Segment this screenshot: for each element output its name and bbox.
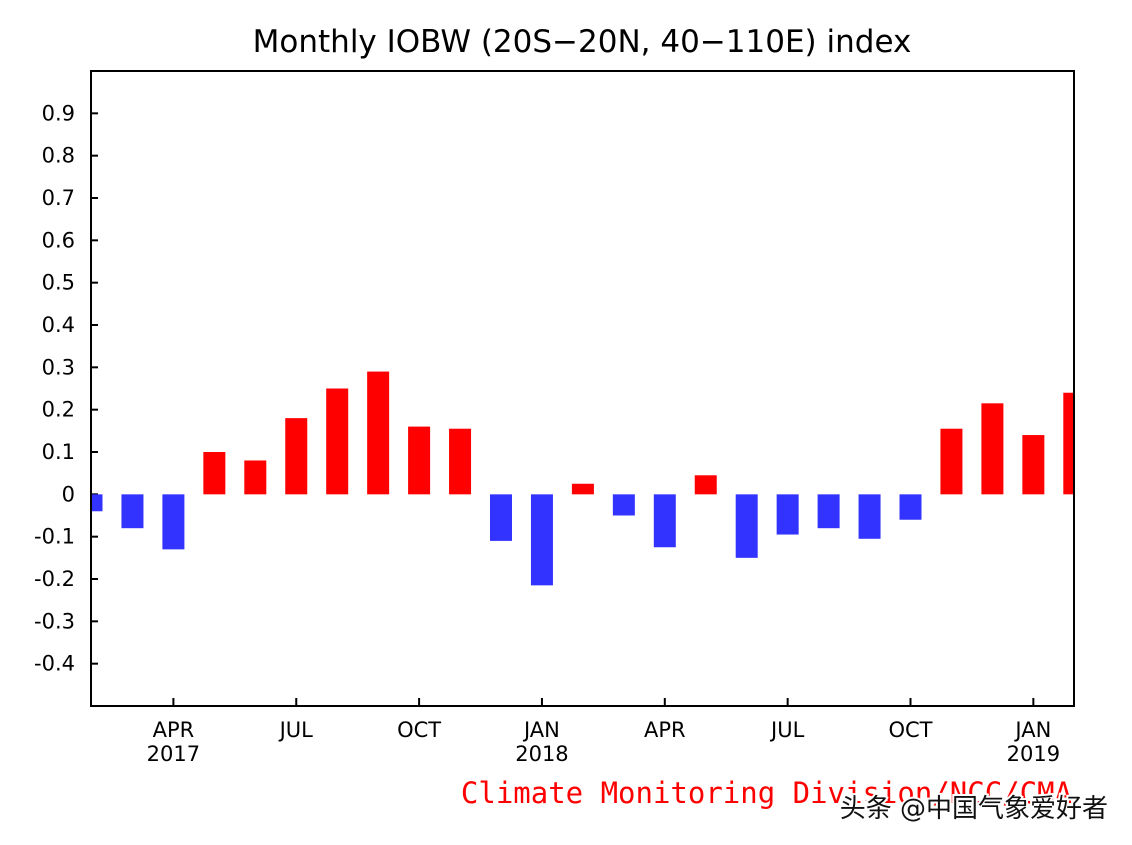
x-tick-month-label: OCT — [888, 718, 932, 742]
plot-frame — [90, 70, 1075, 707]
bar-2018-01 — [530, 494, 553, 586]
bar-2018-09 — [858, 494, 881, 539]
x-tick-month-label: OCT — [397, 718, 441, 742]
bar-2019-02 — [1063, 392, 1074, 495]
y-tick-label: 0.5 — [42, 271, 75, 295]
y-tick-label: -0.3 — [34, 609, 75, 633]
bar-2018-11 — [940, 428, 963, 495]
y-tick-label: 0.3 — [42, 355, 75, 379]
x-tick-month-label: JUL — [278, 718, 314, 742]
bar-2017-05 — [203, 452, 226, 495]
bar-2017-10 — [408, 426, 431, 495]
x-tick-year-label: 2017 — [147, 742, 200, 766]
y-tick-label: -0.1 — [34, 525, 75, 549]
x-tick-month-label: JAN — [1013, 718, 1051, 742]
bar-2017-06 — [244, 460, 267, 495]
bar-2017-07 — [285, 418, 308, 495]
bar-2018-08 — [817, 494, 840, 529]
x-tick-year-label: 2019 — [1007, 742, 1060, 766]
y-tick-label: 0.8 — [42, 144, 75, 168]
bar-2018-02 — [571, 483, 594, 495]
y-tick-label: 0.2 — [42, 398, 75, 422]
y-tick-label: -0.4 — [34, 652, 75, 676]
bar-2017-03 — [121, 494, 144, 529]
bar-2017-11 — [449, 428, 472, 495]
bar-2017-08 — [326, 388, 349, 495]
x-tick-month-label: APR — [644, 718, 686, 742]
bar-2018-07 — [776, 494, 799, 535]
y-axis: 0.9 0.8 0.7 0.6 0.5 0.4 0.3 0.2 0.1 0 -0.1 -0.2 -0.3… — [34, 101, 98, 676]
x-tick-month-label: JAN — [522, 718, 560, 742]
bar-2017-12 — [490, 494, 512, 541]
credit-text: Climate Monitoring Division/NCC/CMA — [461, 776, 1072, 810]
bar-2019-01 — [1022, 435, 1045, 495]
y-tick-label: 0.6 — [42, 228, 75, 252]
y-tick-label: 0.9 — [42, 101, 75, 125]
bar-2018-06 — [735, 494, 758, 558]
x-tick-year-label: 2018 — [515, 742, 568, 766]
y-tick-label: 0.7 — [42, 186, 75, 210]
bar-2018-04 — [653, 494, 676, 548]
x-tick-month-label: APR — [153, 718, 195, 742]
bar-2017-04 — [162, 494, 185, 550]
bar-2018-03 — [612, 494, 635, 516]
watermark-text: 头条 @中国气象爱好者 — [840, 794, 1108, 824]
y-tick-label: 0.4 — [42, 313, 75, 337]
bar-series — [91, 371, 1074, 586]
bar-2018-10 — [899, 494, 922, 520]
bar-2018-12 — [981, 403, 1004, 495]
chart-title: Monthly IOBW (20S−20N, 40−110E) index — [253, 24, 912, 60]
y-tick-label: 0 — [62, 482, 75, 506]
y-tick-label: 0.1 — [42, 440, 75, 464]
bar-2017-02 — [91, 494, 103, 512]
x-tick-month-label: JUL — [769, 718, 805, 742]
bar-2017-09 — [367, 371, 390, 495]
bar-2018-05 — [694, 475, 717, 495]
y-tick-label: -0.2 — [34, 567, 75, 591]
